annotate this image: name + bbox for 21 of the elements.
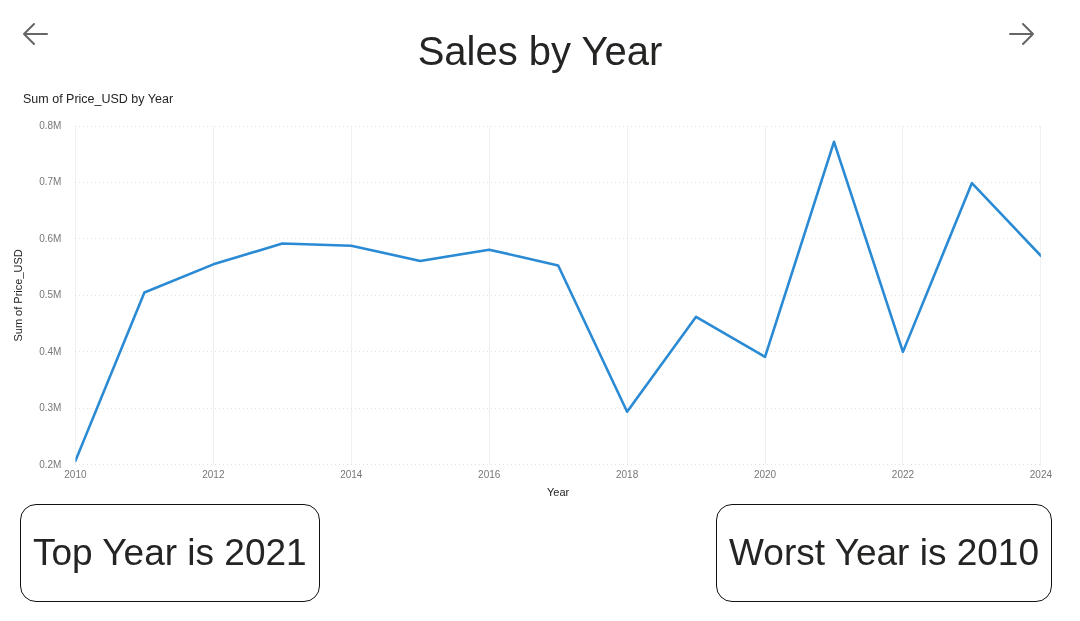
x-tick-label: 2022 xyxy=(891,468,915,480)
y-axis-title: Sum of Price_USD xyxy=(11,249,24,342)
x-tick-label: 2010 xyxy=(64,468,87,480)
x-tick-label: 2012 xyxy=(202,468,225,480)
y-tick-label: 0.5M xyxy=(39,289,62,301)
rounded-text-box: Worst Year is 2010 xyxy=(716,504,1052,602)
x-tick-label: 2024 xyxy=(1029,468,1053,480)
rounded-text-box: Top Year is 2021 xyxy=(20,504,320,602)
x-tick-label: 2020 xyxy=(753,468,777,480)
chart-subtitle: Sum of Price_USD by Year xyxy=(23,91,174,107)
y-tick-label: 0.4M xyxy=(39,345,62,357)
x-tick-label: 2018 xyxy=(615,468,639,480)
y-tick-label: 0.7M xyxy=(39,176,62,188)
y-tick-label: 0.3M xyxy=(39,402,62,414)
y-tick-label: 0.6M xyxy=(39,232,62,244)
x-tick-label: 2016 xyxy=(478,468,501,480)
y-tick-label: 0.8M xyxy=(39,119,62,131)
x-axis-title: Year xyxy=(547,486,570,499)
y-tick-label: 0.2M xyxy=(39,458,62,470)
x-tick-label: 2014 xyxy=(340,468,363,480)
chart-title: Sales by Year xyxy=(416,28,664,75)
